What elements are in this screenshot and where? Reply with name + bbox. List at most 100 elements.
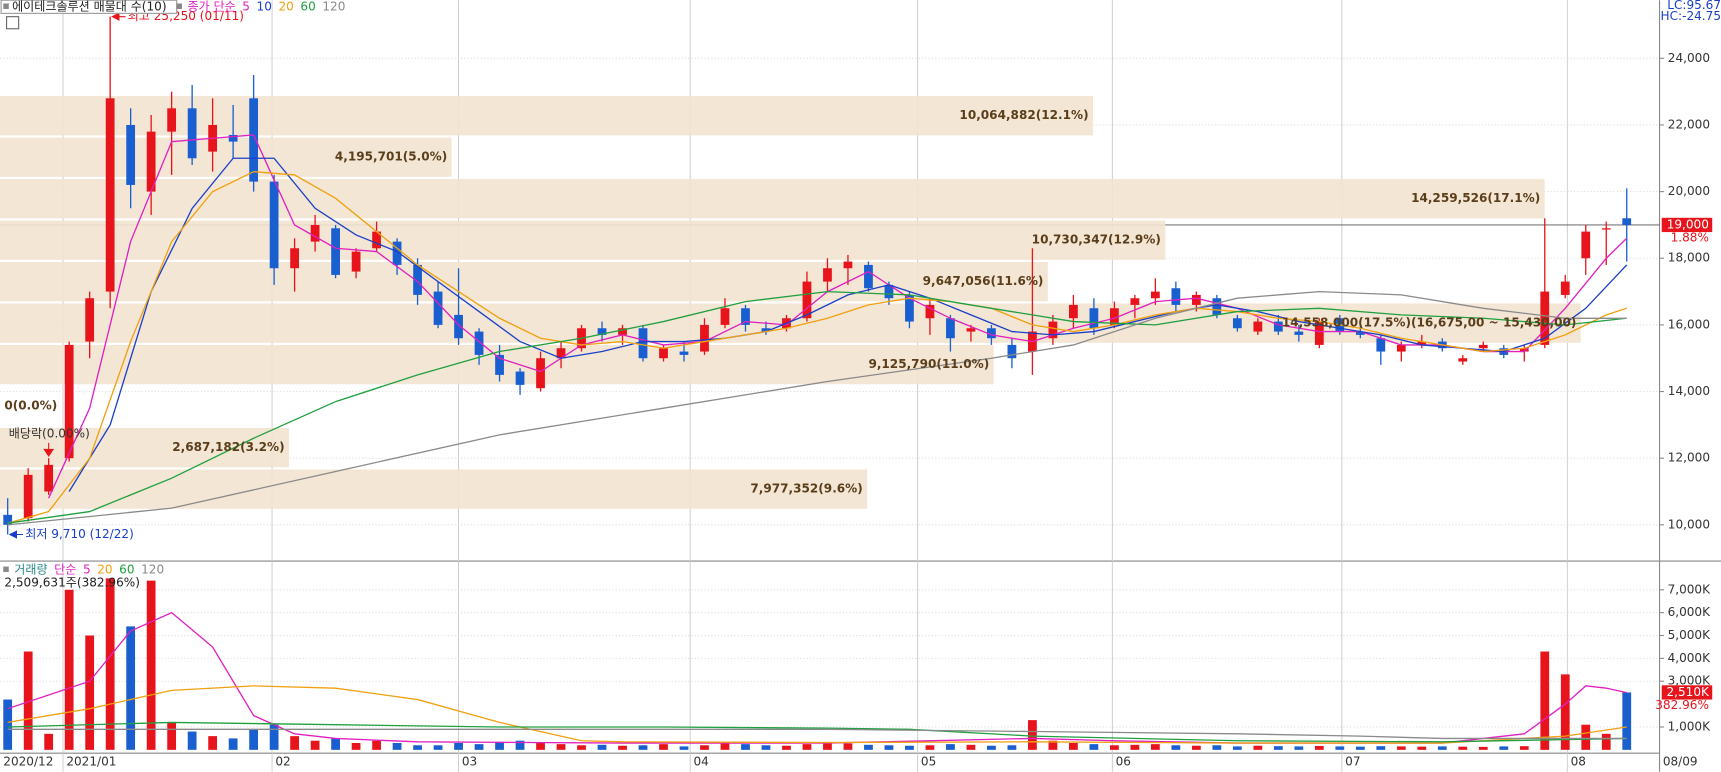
candle-body xyxy=(23,474,33,519)
volume-bar xyxy=(310,740,320,750)
profile-label: 2,687,182(3.2%) xyxy=(172,440,284,454)
legend-label: 20 xyxy=(97,562,112,576)
moving-average xyxy=(68,157,1628,492)
candle-body xyxy=(1581,231,1591,259)
x-tick-label: 03 xyxy=(462,754,477,768)
candle-body xyxy=(720,308,730,325)
legend-label: 60 xyxy=(300,0,315,13)
annotation-arrow xyxy=(111,12,126,21)
candle-body xyxy=(1191,294,1201,305)
candle-body xyxy=(864,264,873,289)
volume-bar xyxy=(823,742,832,750)
volume-bar xyxy=(618,745,627,750)
candle-body xyxy=(679,351,689,355)
volume-bar xyxy=(1028,720,1037,750)
candle-body xyxy=(1622,218,1632,225)
candle-body xyxy=(1376,338,1386,352)
volume-bar xyxy=(700,745,709,750)
legend-label: 5 xyxy=(83,562,91,576)
candle-body xyxy=(1314,321,1324,345)
candle-body xyxy=(495,354,504,375)
profile-band xyxy=(0,220,1166,260)
volume-bar xyxy=(1294,746,1304,750)
candle-body xyxy=(802,281,812,319)
candle-body xyxy=(146,131,156,192)
candle-body xyxy=(1232,318,1242,329)
annotation-arrow xyxy=(8,530,24,539)
volume-bar xyxy=(1540,651,1550,750)
moving-average xyxy=(7,611,1627,744)
volume-summary: 2,509,631주(382.96%) xyxy=(4,576,140,590)
volume-bar xyxy=(720,742,730,750)
moving-average xyxy=(7,721,1627,743)
candle-body xyxy=(1048,321,1058,339)
candle-body xyxy=(1069,304,1078,319)
volume-bar xyxy=(249,729,259,750)
y-tick-label: 16,000 xyxy=(1668,317,1710,331)
y-tick-label: 12,000 xyxy=(1668,451,1710,465)
candle-body xyxy=(85,298,95,342)
candle-body xyxy=(905,294,914,322)
candle-body xyxy=(372,231,381,249)
volume-bar xyxy=(741,744,750,750)
profile-label: 14,558,000(17.5%)(16,675,00 ~ 15,430,00) xyxy=(1282,316,1577,330)
volume-bar xyxy=(1130,744,1140,750)
volume-bar xyxy=(577,745,586,750)
y-tick-label: 4,000K xyxy=(1668,651,1712,665)
candle-body xyxy=(1130,298,1140,305)
volume-bar xyxy=(884,745,894,750)
candle-body xyxy=(966,328,976,332)
volume-bar xyxy=(925,745,935,750)
candle-body xyxy=(413,264,422,295)
volume-bar xyxy=(864,744,873,750)
volume-bar xyxy=(1335,746,1345,750)
y-tick-label: 1,000K xyxy=(1668,719,1712,733)
current-volume-label: 2,510K xyxy=(1666,685,1710,699)
volume-bar xyxy=(1069,742,1078,750)
candle-body xyxy=(761,328,771,332)
volume-bar xyxy=(556,744,566,750)
volume-bar xyxy=(966,744,976,750)
volume-bar xyxy=(105,578,115,750)
volume-bar xyxy=(351,742,361,750)
volume-bar xyxy=(515,740,525,750)
volume-bar xyxy=(1314,745,1324,750)
candle-body xyxy=(454,314,463,339)
volume-bar xyxy=(1191,745,1201,750)
volume-bar xyxy=(1048,740,1058,750)
volume-bar xyxy=(208,736,218,750)
candle-body xyxy=(1007,344,1017,359)
volume-bar xyxy=(1089,744,1099,750)
volume-bar xyxy=(146,580,156,750)
legend-label: 10 xyxy=(257,0,272,13)
volume-bar xyxy=(1458,746,1468,750)
annotation: 최저 9,710 (12/22) xyxy=(25,527,134,541)
y-tick-label: 18,000 xyxy=(1668,251,1710,265)
volume-bar xyxy=(987,745,996,750)
legend-label: 단순 xyxy=(54,562,76,576)
candle-body xyxy=(1601,228,1611,230)
annotation-arrow xyxy=(43,442,55,457)
volume-bar xyxy=(638,745,648,750)
x-tick-label: 06 xyxy=(1116,754,1131,768)
candle-body xyxy=(925,304,935,319)
profile-label: 0(0.0%) xyxy=(4,399,57,413)
candle-body xyxy=(187,108,197,159)
candle-body xyxy=(1212,298,1222,315)
profile-band xyxy=(0,262,1048,302)
profile-band xyxy=(0,469,868,509)
y-tick-label: 22,000 xyxy=(1668,117,1710,131)
volume-bar xyxy=(1212,745,1222,750)
candle-body xyxy=(351,251,361,272)
volume-bar xyxy=(64,589,74,750)
volume-bar xyxy=(433,745,443,750)
y-tick-label: 6,000K xyxy=(1668,605,1712,619)
candle-body xyxy=(1273,321,1283,332)
volume-bar xyxy=(23,651,33,750)
legend-label: 종가 단순 xyxy=(187,0,235,13)
y-tick-label: 10,000 xyxy=(1668,517,1710,531)
volume-bar xyxy=(1355,746,1365,750)
volume-bar xyxy=(843,743,853,750)
volume-bar xyxy=(126,626,136,750)
